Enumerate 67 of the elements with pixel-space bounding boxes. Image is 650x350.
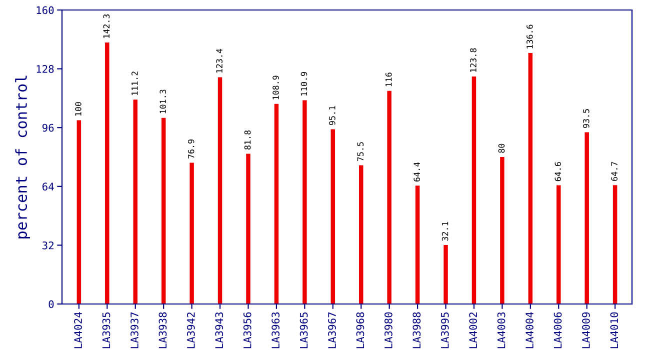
bar — [105, 42, 110, 304]
data-label: 123.8 — [470, 48, 476, 72]
data-label: 80 — [498, 144, 505, 153]
bar — [246, 154, 250, 304]
x-tick-label: LA3935 — [102, 312, 110, 348]
x-tick-label: LA4009 — [582, 312, 590, 348]
y-tick-label: 32 — [42, 241, 54, 250]
x-tick-label: LA3968 — [356, 312, 364, 348]
x-tick-label: LA3938 — [158, 312, 167, 348]
data-label: 95.1 — [329, 106, 336, 126]
x-tick-label: LA4010 — [610, 312, 618, 348]
bar — [190, 162, 194, 304]
bar — [76, 120, 82, 304]
data-label: 81.8 — [244, 130, 251, 150]
bar — [612, 185, 618, 304]
x-tick-label: LA3967 — [328, 312, 336, 348]
data-label: 110.9 — [300, 72, 308, 96]
bar — [133, 100, 138, 304]
data-label: 100 — [75, 102, 82, 116]
x-tick-label: LA4024 — [74, 312, 82, 348]
x-tick-label: LA3963 — [272, 312, 280, 348]
x-tick-label: LA3995 — [440, 312, 449, 348]
bar — [358, 165, 364, 304]
bar — [387, 90, 392, 304]
x-tick-label: LA4006 — [554, 312, 562, 348]
data-label: 101.3 — [160, 90, 166, 114]
data-label: 64.4 — [414, 162, 420, 182]
y-axis-title: percent of control — [15, 76, 30, 238]
x-tick-label: LA3988 — [412, 312, 421, 348]
y-tick-label: 160 — [36, 6, 54, 14]
x-tick-label: LA4002 — [469, 312, 478, 348]
data-label: 136.6 — [526, 24, 533, 48]
y-tick-label: 64 — [42, 182, 54, 191]
bar — [330, 129, 336, 304]
x-tick-label: LA3956 — [243, 312, 252, 348]
data-label: 75.5 — [357, 142, 364, 162]
data-label: 64.7 — [611, 162, 618, 181]
bar — [218, 77, 222, 304]
y-tick-label: 96 — [42, 124, 54, 132]
data-label: 108.9 — [272, 76, 279, 100]
bar — [161, 118, 166, 304]
bar — [472, 76, 476, 304]
x-tick-label: LA3937 — [130, 312, 138, 348]
x-tick-label: LA3943 — [215, 312, 224, 348]
bar — [556, 185, 561, 304]
x-tick-label: LA3942 — [186, 312, 195, 348]
data-label: 93.5 — [582, 109, 590, 128]
bar — [302, 100, 307, 304]
x-tick-label: LA4004 — [526, 312, 534, 348]
data-label: 111.2 — [132, 72, 138, 95]
y-tick-label: 0 — [48, 300, 54, 308]
data-label: 123.4 — [216, 48, 222, 73]
bar — [500, 157, 504, 304]
bar — [444, 245, 448, 304]
data-label: 64.6 — [554, 162, 562, 182]
x-tick-label: LA4003 — [497, 312, 506, 348]
bar — [584, 132, 589, 304]
data-label: 116 — [385, 72, 392, 86]
x-tick-label: LA3965 — [300, 312, 308, 348]
y-tick-label: 128 — [36, 65, 54, 73]
bar — [528, 53, 533, 304]
data-label: 76.9 — [188, 140, 194, 158]
data-label: 32.1 — [442, 222, 448, 241]
bar — [415, 186, 420, 304]
x-tick-label: LA3980 — [384, 312, 392, 348]
data-label: 142.3 — [103, 14, 110, 38]
bar — [274, 104, 279, 304]
